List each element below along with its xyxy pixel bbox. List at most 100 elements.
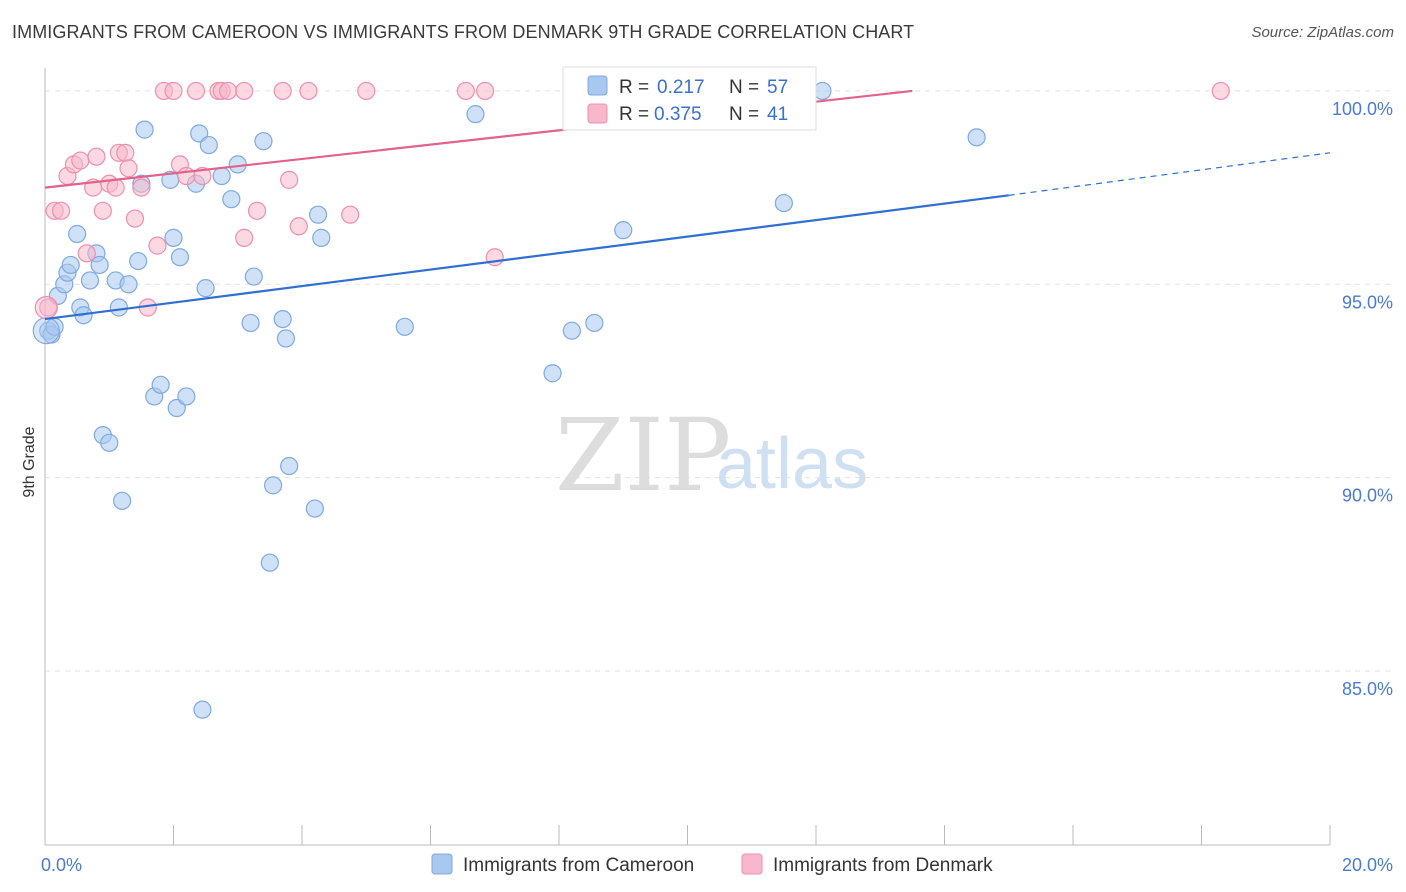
- point-denmark: [177, 166, 196, 186]
- point-denmark: [186, 81, 206, 101]
- point-denmark: [280, 170, 299, 189]
- point-denmark: [132, 178, 151, 197]
- point-cameroon: [100, 433, 119, 452]
- point-denmark-cluster: [34, 295, 58, 320]
- point-cameroon: [260, 553, 279, 572]
- point-cameroon: [312, 228, 331, 247]
- point-cameroon: [119, 275, 138, 294]
- x-tick-label: 0.0%: [41, 855, 82, 875]
- point-cameroon-cluster: [32, 317, 60, 345]
- point-denmark: [87, 147, 106, 166]
- legend-n-value-cameroon: 57: [767, 77, 788, 98]
- point-cameroon: [135, 120, 154, 139]
- point-cameroon: [112, 491, 132, 510]
- point-cameroon: [164, 228, 183, 247]
- point-denmark: [148, 236, 167, 255]
- point-cameroon: [280, 456, 299, 476]
- point-denmark: [341, 205, 360, 224]
- y-tick-label: 90.0%: [1342, 486, 1393, 506]
- series-legend-label-cameroon: Immigrants from Cameroon: [463, 855, 694, 876]
- point-cameroon: [190, 124, 209, 143]
- y-tick-label: 100.0%: [1332, 99, 1393, 119]
- legend-r-value-cameroon: 0.217: [657, 77, 705, 98]
- point-denmark: [106, 178, 125, 197]
- point-denmark: [164, 81, 183, 101]
- point-cameroon: [466, 105, 485, 124]
- point-denmark: [476, 81, 495, 101]
- chart-title: IMMIGRANTS FROM CAMEROON VS IMMIGRANTS F…: [12, 22, 915, 42]
- x-tick-label: 20.0%: [1342, 855, 1393, 875]
- point-cameroon: [90, 255, 109, 275]
- legend-r-value-denmark: 0.375: [654, 104, 702, 125]
- point-cameroon: [276, 329, 296, 348]
- point-cameroon: [151, 375, 170, 394]
- stats-legend: R = 0.217 N = 57 R = 0.375 N = 41: [562, 66, 817, 131]
- point-cameroon: [562, 321, 581, 340]
- point-denmark: [193, 166, 212, 186]
- point-cameroon: [774, 193, 793, 213]
- point-cameroon: [614, 221, 633, 240]
- point-denmark: [77, 244, 96, 263]
- point-denmark: [456, 81, 475, 101]
- point-denmark: [125, 209, 145, 228]
- point-denmark: [219, 81, 238, 101]
- point-cameroon: [199, 135, 218, 155]
- point-denmark: [357, 81, 376, 101]
- point-cameroon: [109, 298, 128, 317]
- legend-n-label-cameroon: N =: [729, 77, 759, 98]
- point-denmark: [247, 201, 267, 220]
- point-cameroon: [129, 251, 148, 271]
- y-tick-label: 95.0%: [1342, 292, 1393, 312]
- series-legend: Immigrants from Cameroon Immigrants from…: [431, 853, 993, 876]
- tick-labels: 100.0% 95.0% 90.0% 85.0% 0.0% 20.0%: [41, 99, 1393, 875]
- point-denmark: [1211, 81, 1230, 101]
- point-cameroon: [167, 398, 186, 418]
- point-cameroon: [305, 499, 324, 518]
- series-legend-swatch-cameroon: [431, 853, 453, 875]
- point-denmark: [51, 201, 71, 220]
- legend-n-label-denmark: N =: [729, 104, 759, 125]
- point-cameroon: [585, 313, 604, 333]
- point-denmark: [93, 201, 112, 220]
- point-cameroon: [241, 313, 260, 333]
- point-cameroon: [254, 132, 273, 151]
- data-points: [32, 81, 1230, 719]
- y-axis-title: 9th Grade: [21, 426, 38, 497]
- point-denmark: [71, 151, 90, 170]
- point-cameroon: [170, 248, 190, 267]
- y-tick-label: 85.0%: [1342, 679, 1393, 699]
- legend-swatch-cameroon: [587, 75, 608, 96]
- point-cameroon: [177, 387, 196, 406]
- series-legend-swatch-denmark: [741, 853, 763, 875]
- point-cameroon: [61, 255, 80, 275]
- point-denmark: [119, 159, 138, 178]
- point-denmark: [235, 81, 254, 101]
- point-cameroon: [196, 279, 215, 298]
- point-cameroon: [222, 190, 241, 209]
- legend-n-value-denmark: 41: [767, 104, 788, 125]
- series-legend-label-denmark: Immigrants from Denmark: [773, 855, 993, 876]
- point-cameroon: [212, 166, 231, 186]
- point-cameroon: [308, 205, 328, 224]
- point-cameroon: [395, 317, 414, 336]
- watermark-atlas: atlas: [716, 424, 868, 504]
- point-denmark: [299, 81, 318, 101]
- grid-lines: [45, 90, 1390, 672]
- point-cameroon: [543, 364, 562, 383]
- point-denmark: [289, 217, 308, 236]
- point-cameroon: [263, 476, 283, 495]
- point-cameroon: [80, 271, 100, 290]
- chart-source: Source: ZipAtlas.com: [1251, 24, 1394, 41]
- axes: [44, 68, 1331, 846]
- legend-swatch-denmark: [587, 103, 608, 124]
- point-cameroon: [273, 309, 292, 329]
- point-cameroon: [244, 267, 263, 286]
- watermark: ZIP atlas: [555, 397, 868, 514]
- trend-line-cameroon-extension: [1008, 152, 1331, 196]
- trend-line-cameroon: [44, 194, 1009, 321]
- legend-r-label-cameroon: R =: [619, 77, 649, 98]
- legend-r-label-denmark: R =: [619, 104, 649, 125]
- point-cameroon: [967, 128, 986, 147]
- point-denmark: [235, 228, 254, 247]
